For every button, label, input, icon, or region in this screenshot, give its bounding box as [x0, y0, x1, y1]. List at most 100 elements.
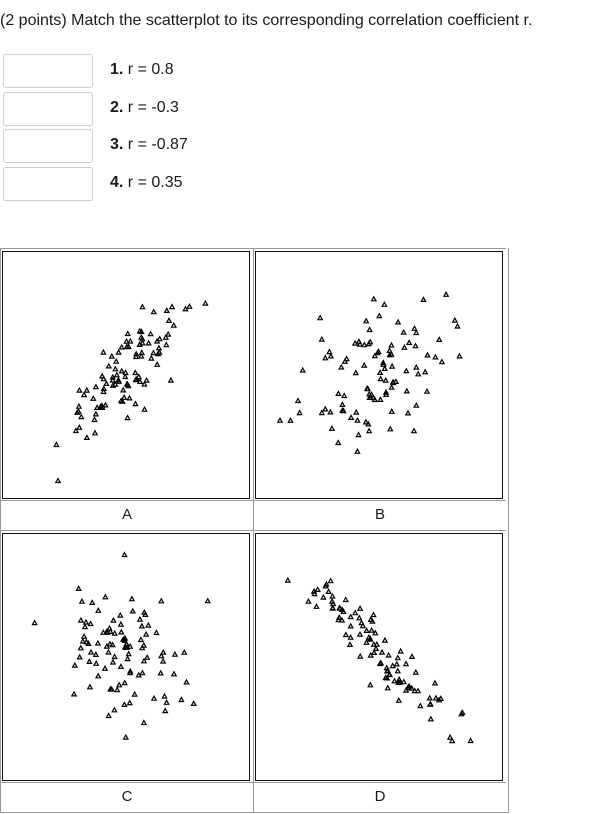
scatter-point	[373, 640, 381, 647]
scatter-point	[165, 317, 173, 323]
answer-input-2[interactable]	[3, 92, 93, 126]
scatter-point	[122, 733, 130, 740]
scatter-point	[329, 592, 336, 599]
scatter-point	[394, 318, 402, 325]
scatter-point	[394, 654, 402, 661]
scatter-point	[83, 434, 91, 440]
match-number: 2.	[110, 99, 124, 116]
scatter-point	[405, 339, 413, 345]
scatter-point	[347, 613, 354, 620]
scatter-point	[107, 628, 114, 634]
scatter-point	[363, 627, 370, 633]
scatter-point	[401, 344, 408, 350]
scatter-point	[140, 641, 148, 648]
scatter-point	[126, 699, 133, 706]
answer-input-3[interactable]	[3, 129, 93, 163]
scatter-point	[147, 330, 154, 337]
scatter-point	[310, 587, 318, 594]
scatter-point	[413, 363, 420, 370]
scatter-point	[377, 396, 384, 402]
answer-input-1[interactable]	[3, 54, 93, 88]
scatter-point	[92, 383, 100, 390]
scatter-point	[163, 699, 170, 705]
scatter-point	[160, 648, 167, 655]
scatter-point	[351, 609, 359, 616]
match-label: r = -0.87	[127, 136, 188, 153]
scatter-point	[342, 596, 349, 603]
scatter-point	[338, 363, 345, 370]
scatter-point	[356, 630, 364, 637]
scatter-point	[91, 429, 99, 436]
scatter-point	[92, 660, 100, 666]
scatter-point	[145, 339, 152, 346]
scatterplot-c	[2, 533, 250, 781]
scatter-point	[124, 655, 131, 662]
scatter-point	[342, 631, 350, 638]
scatter-point	[389, 662, 396, 669]
scatter-point	[402, 660, 410, 667]
scatter-point	[382, 376, 389, 383]
scatter-point	[372, 645, 380, 651]
scatterplot-grid: A B C D	[0, 248, 509, 813]
scatter-point	[395, 679, 402, 685]
scatter-point	[157, 669, 164, 676]
plot-cell-a: A	[0, 248, 253, 530]
scatter-point	[386, 351, 393, 358]
scatter-point	[132, 353, 140, 360]
scatter-point	[343, 355, 350, 362]
scatter-point	[186, 303, 193, 309]
answer-input-4[interactable]	[3, 167, 93, 201]
scatter-point	[159, 657, 167, 664]
scatter-point	[370, 611, 377, 618]
scatter-point	[363, 639, 370, 645]
scatter-point	[383, 674, 391, 681]
match-label: r = 0.35	[127, 174, 183, 191]
scatter-point	[400, 328, 407, 335]
scatter-point	[143, 376, 150, 383]
scatter-point	[90, 395, 97, 401]
scatter-point	[347, 414, 355, 420]
scatter-point	[153, 361, 161, 367]
match-row-2: 2. r = -0.3	[3, 92, 403, 128]
scatter-point	[389, 379, 397, 386]
scatter-point	[405, 684, 412, 691]
scatter-point	[366, 635, 374, 642]
match-option-3: 3. r = -0.87	[110, 136, 188, 154]
scatter-point	[336, 604, 343, 611]
scatter-point	[139, 669, 146, 676]
scatter-point	[76, 386, 83, 393]
scatter-point	[378, 648, 386, 655]
scatter-point	[346, 641, 354, 647]
match-row-3: 3. r = -0.87	[3, 129, 403, 165]
scatter-point	[94, 639, 102, 646]
scatter-point	[347, 633, 354, 640]
scatter-point	[87, 648, 95, 655]
scatter-point	[420, 296, 427, 302]
scatter-point	[138, 352, 145, 359]
scatter-point	[158, 597, 165, 604]
match-label: r = -0.3	[127, 99, 179, 116]
scatterplot-c-points	[31, 551, 211, 740]
scatter-point	[75, 585, 82, 591]
scatter-point	[72, 427, 80, 434]
scatter-point	[119, 386, 127, 393]
scatter-point	[299, 366, 306, 373]
scatter-point	[383, 667, 391, 674]
scatter-point	[414, 687, 422, 694]
scatter-point	[335, 614, 343, 620]
scatter-point	[335, 390, 342, 396]
scatter-point	[370, 649, 378, 655]
scatter-point	[112, 365, 119, 372]
scatter-point	[106, 624, 113, 631]
scatter-point	[113, 371, 121, 378]
scatter-point	[353, 408, 360, 415]
scatter-point	[139, 339, 146, 346]
match-number: 1.	[110, 61, 124, 78]
scatter-point	[366, 394, 373, 400]
scatter-point	[103, 642, 111, 649]
scatter-point	[158, 652, 165, 659]
scatter-point	[150, 349, 157, 356]
scatter-point	[137, 333, 145, 340]
scatter-point	[393, 660, 401, 667]
scatter-point	[118, 367, 125, 374]
